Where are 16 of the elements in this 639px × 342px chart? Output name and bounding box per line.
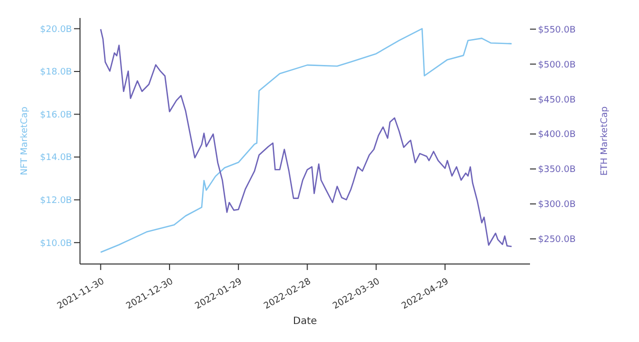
y-tick-label: $12.0B: [40, 196, 72, 206]
y-tick-label: $14.0B: [40, 153, 72, 164]
y2-tick-label: $550.0B: [538, 25, 576, 36]
y-tick-label: $10.0B: [40, 238, 72, 249]
y2-tick-label: $350.0B: [538, 165, 576, 176]
y2-axis-title: ETH MarketCap: [600, 106, 610, 176]
y2-tick-label: $300.0B: [538, 200, 576, 210]
y2-tick-label: $400.0B: [538, 130, 576, 140]
x-axis-title: Date: [293, 316, 317, 327]
y2-tick-label: $450.0B: [538, 95, 576, 106]
y-axis-title: NFT MarketCap: [20, 106, 30, 176]
y-tick-label: $20.0B: [40, 24, 72, 35]
y2-tick-label: $500.0B: [538, 60, 576, 70]
y2-tick-label: $250.0B: [538, 235, 576, 246]
y-tick-label: $16.0B: [40, 110, 72, 120]
y-tick-label: $18.0B: [40, 68, 72, 78]
